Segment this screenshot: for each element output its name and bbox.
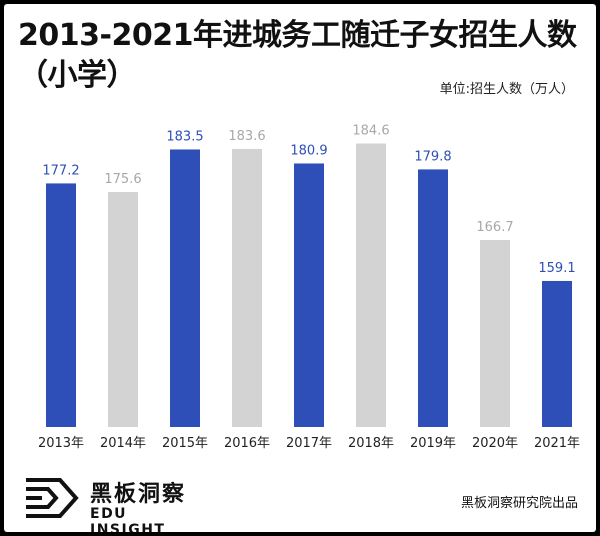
x-tick-label-0: 2013年 bbox=[38, 436, 84, 451]
value-label-1: 175.6 bbox=[104, 172, 141, 187]
bar-2 bbox=[170, 149, 200, 427]
x-tick-label-7: 2020年 bbox=[472, 436, 518, 451]
x-tick-label-2: 2015年 bbox=[162, 436, 208, 451]
x-tick-label-3: 2016年 bbox=[224, 436, 270, 451]
bar-0 bbox=[46, 183, 76, 427]
chart-card: 2013-2021年进城务工随迁子女招生人数（小学） 单位:招生人数（万人） 1… bbox=[4, 4, 596, 532]
value-label-6: 179.8 bbox=[414, 149, 451, 164]
chart-title: 2013-2021年进城务工随迁子女招生人数（小学） bbox=[18, 18, 577, 93]
footer: 黑板洞察 EDU INSIGHT 黑板洞察研究院出品 bbox=[4, 464, 596, 532]
source-credit: 黑板洞察研究院出品 bbox=[460, 496, 578, 511]
value-label-0: 177.2 bbox=[42, 163, 79, 178]
bar-8 bbox=[542, 280, 572, 427]
x-tick-label-6: 2019年 bbox=[410, 436, 456, 451]
x-tick-label-5: 2018年 bbox=[348, 436, 394, 451]
edu-insight-logo-icon bbox=[26, 478, 79, 518]
bar-5 bbox=[356, 143, 386, 428]
x-tick-label-8: 2021年 bbox=[534, 436, 580, 451]
x-tick-label-1: 2014年 bbox=[100, 436, 146, 451]
value-label-2: 183.5 bbox=[166, 129, 203, 144]
x-tick-label-4: 2017年 bbox=[286, 436, 332, 451]
bar-chart: 177.2 2013年 175.6 2014年 183.5 2015年 183.6 2016年… bbox=[38, 124, 580, 451]
brand-name-en: EDU INSIGHT bbox=[90, 506, 166, 532]
bar-4 bbox=[294, 163, 324, 427]
value-label-4: 180.9 bbox=[290, 143, 327, 158]
unit-label: 单位:招生人数（万人） bbox=[439, 82, 574, 97]
value-label-8: 159.1 bbox=[538, 261, 575, 276]
brand-logo: 黑板洞察 EDU INSIGHT bbox=[22, 474, 202, 532]
bar-3 bbox=[232, 148, 262, 427]
bar-1 bbox=[108, 192, 138, 427]
bar-6 bbox=[418, 169, 448, 427]
value-label-5: 184.6 bbox=[352, 124, 389, 139]
bar-7 bbox=[480, 240, 510, 427]
value-label-3: 183.6 bbox=[228, 129, 265, 144]
value-label-7: 166.7 bbox=[476, 220, 513, 235]
brand-name-cn: 黑板洞察 bbox=[90, 482, 187, 507]
